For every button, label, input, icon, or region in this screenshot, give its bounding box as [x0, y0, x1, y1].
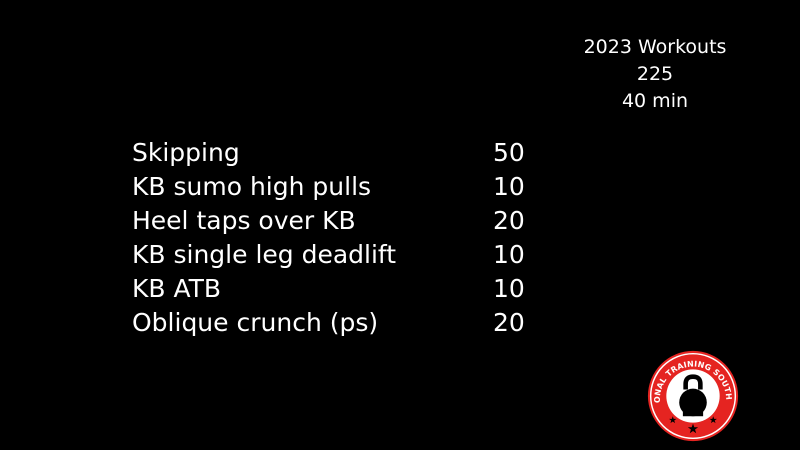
exercise-row: KB single leg deadlift 10	[132, 238, 552, 272]
exercise-row: KB sumo high pulls 10	[132, 170, 552, 204]
exercise-reps: 10	[493, 274, 525, 303]
brand-logo-graphic: FUNCTIONAL TRAINING SOUTH AFRICA	[647, 350, 739, 442]
brand-logo: FUNCTIONAL TRAINING SOUTH AFRICA	[647, 350, 739, 442]
exercise-row: Oblique crunch (ps) 20	[132, 306, 552, 340]
exercise-name: Skipping	[132, 138, 240, 167]
star-icon	[709, 416, 717, 424]
exercise-name: KB ATB	[132, 274, 222, 303]
kettlebell-icon	[679, 374, 707, 417]
exercise-reps: 20	[493, 308, 525, 337]
workout-number: 225	[636, 63, 674, 85]
exercise-row: Heel taps over KB 20	[132, 204, 552, 238]
exercise-reps: 50	[493, 138, 525, 167]
exercise-name: Heel taps over KB	[132, 206, 356, 235]
exercise-reps: 20	[493, 206, 525, 235]
exercise-reps: 10	[493, 240, 525, 269]
workout-year-label: 2023 Workouts	[583, 36, 727, 58]
exercise-name: KB sumo high pulls	[132, 172, 372, 201]
exercise-row: KB ATB 10	[132, 272, 552, 306]
exercise-name: KB single leg deadlift	[132, 240, 397, 269]
workout-duration: 40 min	[621, 90, 689, 112]
star-icon	[687, 423, 699, 434]
exercise-name: Oblique crunch (ps)	[132, 308, 379, 337]
exercise-reps: 10	[493, 172, 525, 201]
exercise-list: Skipping 50 KB sumo high pulls 10 Heel t…	[132, 136, 552, 340]
exercise-row: Skipping 50	[132, 136, 552, 170]
workout-info: 2023 Workouts 225 40 min	[540, 34, 770, 115]
logo-white-line	[649, 352, 737, 440]
star-icon	[669, 416, 677, 424]
